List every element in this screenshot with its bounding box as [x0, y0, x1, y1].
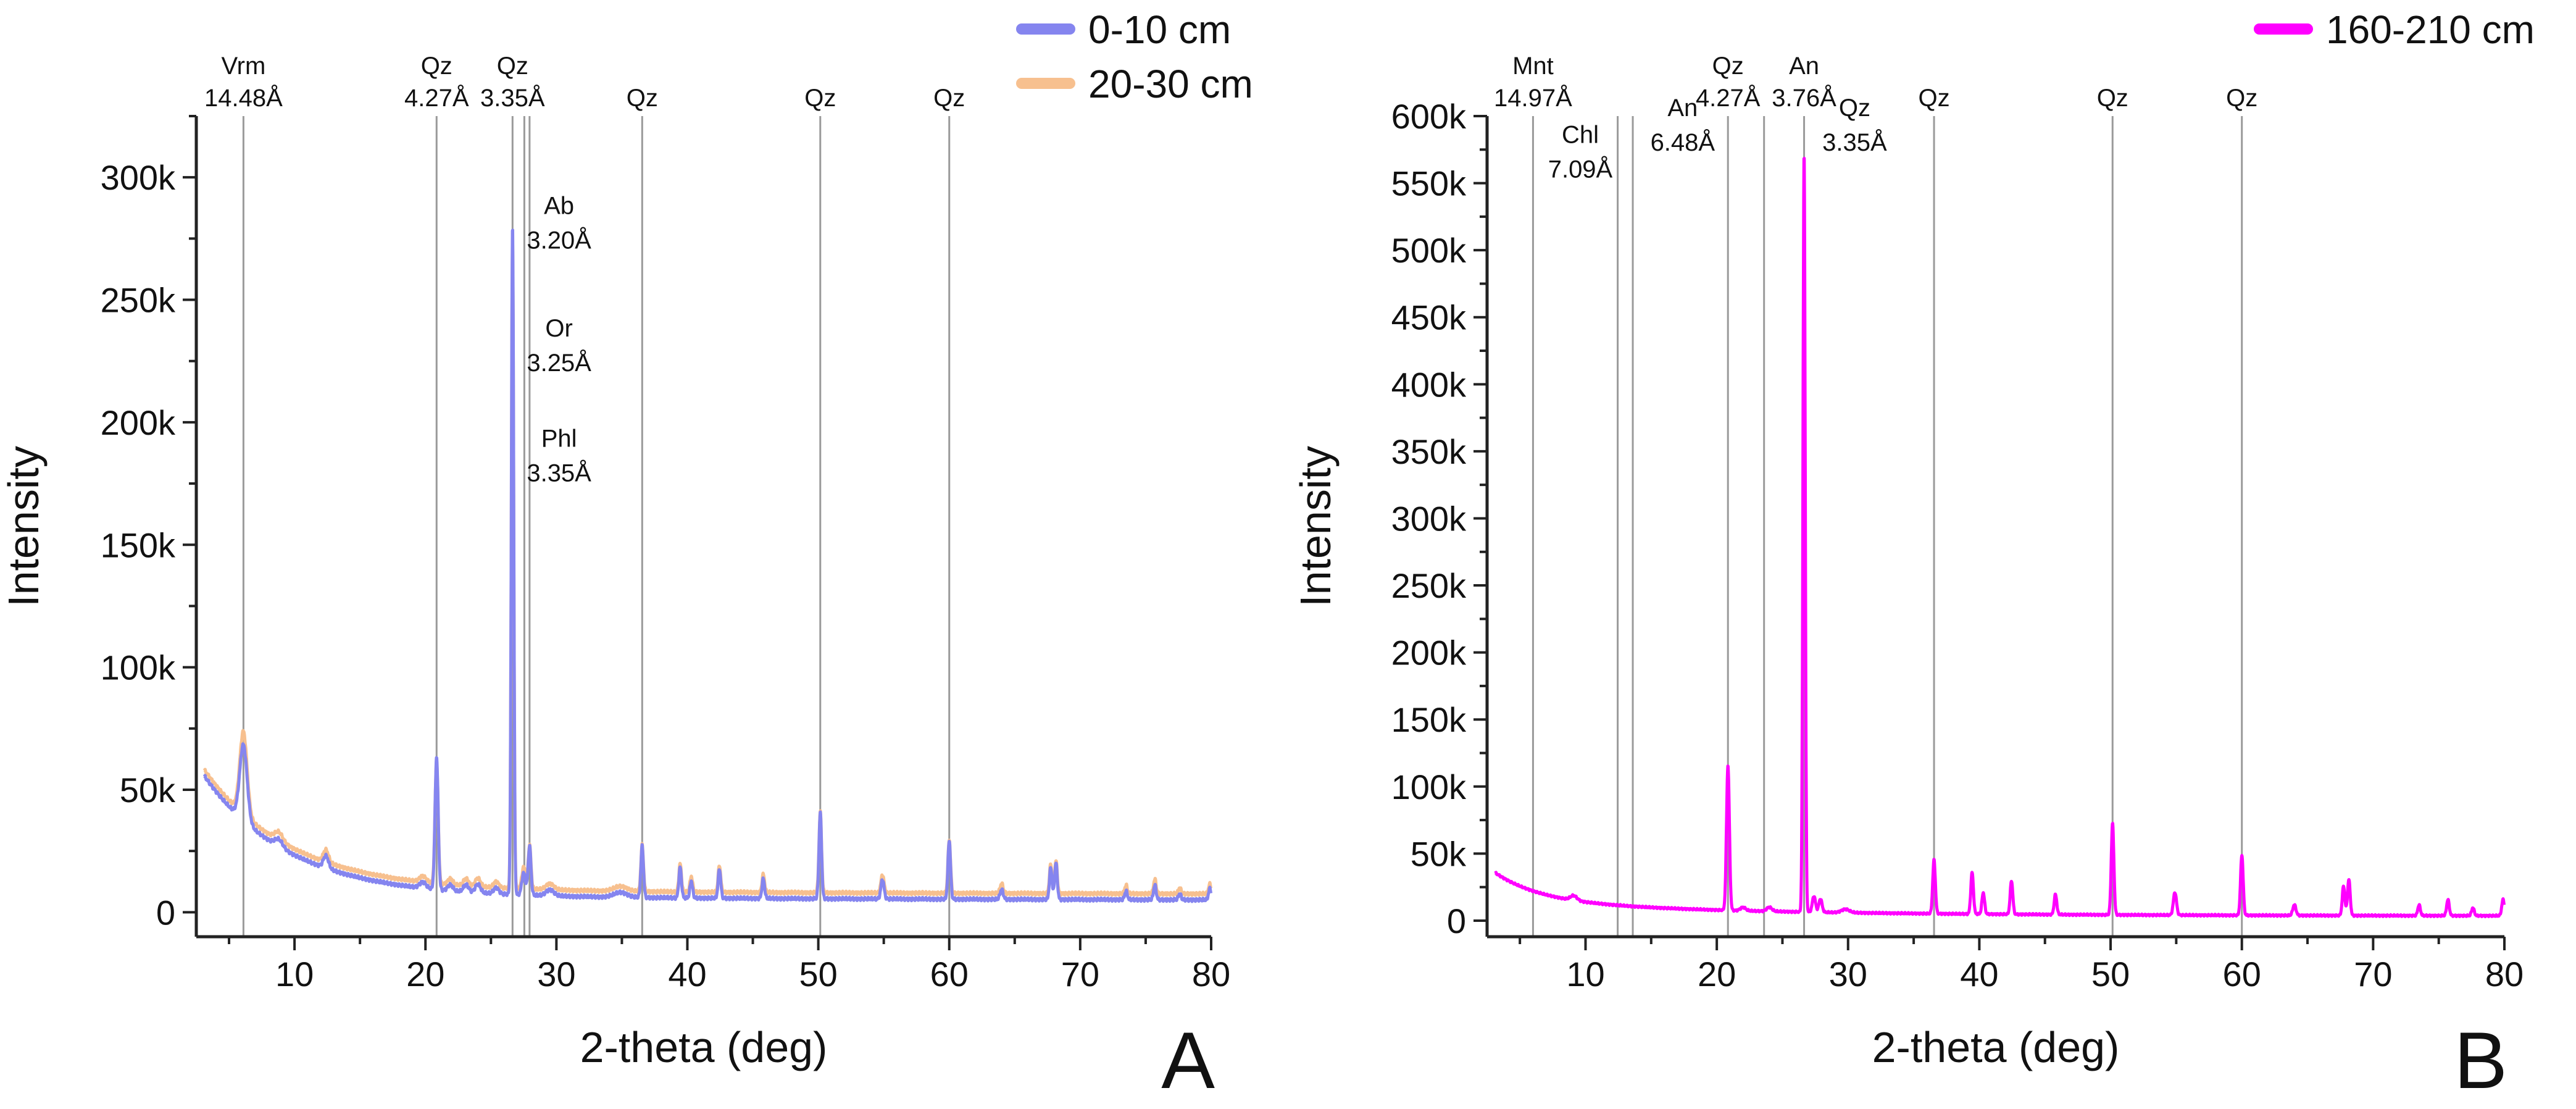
y-tick-label: 0 [1447, 902, 1466, 940]
legend-label: 20-30 cm [1088, 62, 1253, 106]
mineral-top-label: 4.27Å [404, 84, 469, 112]
y-axis-title: Intensity [0, 446, 48, 607]
mineral-top-label: Qz [2097, 85, 2128, 112]
x-tick-label: 40 [668, 955, 706, 994]
x-tick-label: 50 [799, 955, 837, 994]
x-tick-label: 70 [1061, 955, 1099, 994]
y-tick-label: 100k [1391, 768, 1467, 806]
x-tick-label: 10 [275, 955, 314, 994]
x-tick-label: 30 [1829, 955, 1867, 994]
y-tick-label: 400k [1391, 365, 1467, 404]
mineral-top-label: 4.27Å [1696, 84, 1761, 112]
mineral-top-label: 14.97Å [1494, 84, 1572, 112]
y-tick-label: 250k [1391, 566, 1467, 605]
mineral-top-label: Qz [627, 85, 658, 112]
x-tick-label: 50 [2091, 955, 2130, 994]
x-tick-label: 70 [2354, 955, 2392, 994]
mineral-annotation: 3.35Å [1822, 128, 1887, 156]
panel-b-chart: 10 20 30 40 50 60 70 80 0 50k 100k 150k 200k 250k 300k… [1291, 7, 2535, 1105]
x-tick-label: 80 [2485, 955, 2524, 994]
mineral-top-label: Qz [1712, 52, 1744, 80]
y-tick-label: 0 [156, 893, 175, 932]
x-tick-label: 60 [2223, 955, 2261, 994]
y-tick-label: 450k [1391, 298, 1467, 337]
x-tick-label: 20 [1698, 955, 1736, 994]
mineral-top-label: Qz [421, 52, 452, 80]
y-tick-label: 300k [101, 158, 176, 197]
x-axis-title: 2-theta (deg) [580, 1023, 828, 1071]
y-tick-label: 150k [1391, 700, 1467, 739]
x-tick-label: 10 [1566, 955, 1604, 994]
mineral-annotation: Or [545, 315, 572, 342]
x-tick-label: 80 [1192, 955, 1230, 994]
mineral-annotation: 6.48Å [1651, 128, 1715, 156]
y-tick-label: 350k [1391, 432, 1467, 471]
y-tick-label: 300k [1391, 499, 1467, 538]
mineral-annotation: Phl [541, 425, 577, 453]
mineral-top-label: 3.35Å [480, 84, 545, 112]
mineral-top-label: Qz [804, 85, 836, 112]
panel-letter: B [2454, 1015, 2507, 1105]
y-tick-label: 500k [1391, 231, 1467, 270]
mineral-top-label: Qz [933, 85, 965, 112]
y-tick-label: 550k [1391, 164, 1467, 203]
mineral-annotation: 7.09Å [1548, 155, 1613, 183]
y-tick-label: 50k [120, 771, 176, 810]
y-axis-title: Intensity [1291, 446, 1340, 607]
x-tick-label: 60 [930, 955, 969, 994]
panel-letter: A [1161, 1015, 1215, 1105]
mineral-annotation: 3.20Å [527, 227, 591, 254]
series-line-160-210-cm [1493, 157, 2506, 918]
x-tick-label: 20 [406, 955, 444, 994]
series-line-20-30-cm [202, 241, 1213, 897]
x-tick-label: 30 [537, 955, 575, 994]
y-tick-label: 100k [101, 648, 176, 687]
x-axis-title: 2-theta (deg) [1872, 1023, 2120, 1071]
panel-a-chart: 10 20 30 40 50 60 70 80 0 50k 100k 150k 200k 250k 300k… [0, 7, 1253, 1105]
mineral-top-label: Qz [2226, 85, 2257, 112]
x-tick-label: 40 [1960, 955, 1998, 994]
y-tick-label: 150k [101, 525, 176, 564]
mineral-annotation: Chl [1562, 121, 1599, 148]
mineral-annotation: 3.25Å [527, 349, 591, 377]
mineral-annotation: 3.35Å [527, 459, 591, 487]
mineral-top-label: 3.76Å [1772, 84, 1836, 112]
mineral-annotation: Ab [544, 193, 574, 220]
y-tick-label: 250k [101, 281, 176, 320]
mineral-annotation: Qz [1839, 94, 1870, 122]
mineral-top-label: Vrm [221, 52, 265, 80]
y-tick-label: 200k [101, 403, 176, 442]
series-line-0-10-cm [202, 228, 1213, 903]
y-tick-label: 600k [1391, 97, 1467, 136]
mineral-top-label: An [1789, 52, 1819, 80]
mineral-top-label: 14.48Å [204, 84, 283, 112]
mineral-top-label: Qz [497, 52, 528, 80]
legend-label: 0-10 cm [1088, 7, 1231, 52]
mineral-annotation: An [1667, 94, 1698, 122]
mineral-top-label: Qz [1918, 85, 1949, 112]
legend-label: 160-210 cm [2326, 7, 2535, 52]
mineral-top-label: Mnt [1512, 52, 1554, 80]
y-tick-label: 50k [1411, 834, 1467, 873]
y-tick-label: 200k [1391, 634, 1467, 672]
